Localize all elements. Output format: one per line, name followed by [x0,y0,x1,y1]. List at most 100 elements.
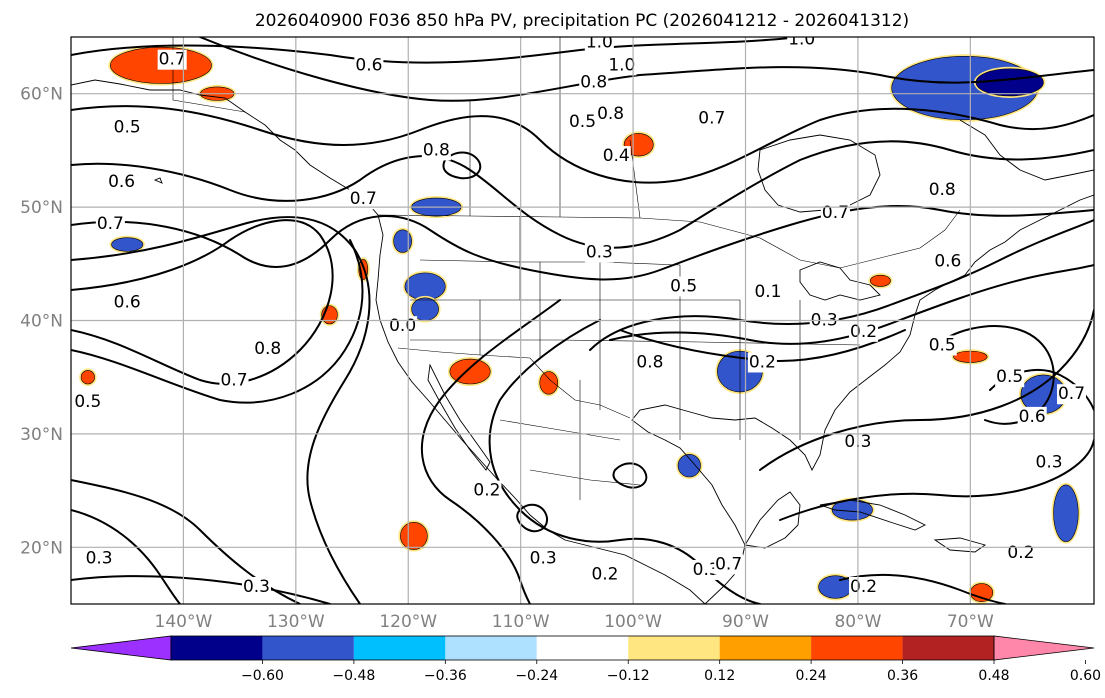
precip-blob-core [970,583,994,603]
contour-label-background [528,548,558,569]
colorbar-tick-label: −0.12 [607,668,650,684]
contour-label-background [584,242,614,263]
contour-label-background [933,251,963,272]
contour-label: 0.3 [243,577,270,597]
latitude-label: 60°N [20,85,63,105]
contour-label: 0.7 [97,214,124,234]
contour-label-background [95,214,125,235]
contour-label: 0.3 [693,560,720,580]
contour-label: 0.2 [850,577,877,597]
contour-label-background [691,559,721,580]
latitude-label: 30°N [20,425,63,445]
colorbar-tick-label: 0.12 [704,668,735,684]
contour-label-background [697,108,727,129]
colorbar-segment [902,636,994,660]
coastline-hudson-bay [757,134,881,213]
precip-blob-core [400,522,428,550]
contour-label: 1.0 [788,29,815,49]
contour-label: 0.2 [473,481,500,501]
precip-blob [319,303,340,326]
political-borders [172,37,961,500]
contour-line [71,239,364,404]
colorbar-tick-label: −0.60 [241,668,284,684]
longitude-label: 80°W [834,612,881,632]
precip-blob-core [869,274,891,287]
precip-blob [973,66,1046,98]
colorbar-segment [353,636,446,660]
contour-line [71,105,1094,184]
coastline-labrador [959,119,1094,181]
contour-label: 0.4 [603,146,630,166]
contour-label: 0.5 [569,112,596,132]
contour-line [71,205,1094,281]
border-canada-provinces [469,37,641,219]
longitude-label: 100°W [604,612,662,632]
contour-line [759,309,1094,471]
contour-label: 0.5 [929,335,956,355]
coastline-north-america-west [71,79,706,604]
colorbar-tick-label: 0.60 [1070,668,1101,684]
contour-line [442,151,482,180]
contour-label-background [219,370,249,391]
contour-label: 0.7 [822,203,849,223]
contour-label-background [753,282,783,303]
colorbar-segment [171,636,263,660]
contour-label: 0.7 [350,189,377,209]
contour-label: 0.6 [108,172,135,192]
contour-label-background [607,55,637,76]
contour-label-background [590,564,620,585]
contour-label-background [354,55,384,76]
contour-label-background [927,335,957,356]
colorbar-tick-label: 0.36 [887,668,918,684]
figure-title: 2026040900 F036 850 hPa PV, precipitatio… [255,11,909,31]
precip-blob [409,295,441,323]
contour-line [589,219,1094,351]
coastline-great-lakes [799,261,881,301]
coastline-cuba [819,499,927,531]
contour-label: 0.8 [929,180,956,200]
colorbar-segment [719,636,812,660]
colorbar-tick-label: −0.24 [515,668,558,684]
precip-blob [830,497,875,523]
contour-line [71,216,371,604]
contour-label: 0.7 [698,109,725,129]
contour-label-background [241,576,272,597]
coastlines [71,79,1094,604]
colorbar-tick-label: −0.36 [424,668,467,684]
precip-blob [391,227,414,255]
border-us-states [410,216,861,440]
contour-label: 0.6 [114,292,141,312]
contour-label-background [388,316,418,337]
longitude-label: 120°W [379,612,437,632]
contour-label-background [601,146,631,167]
contour-label-background [787,37,817,50]
contour-label-background [107,172,137,193]
contour-label: 0.8 [423,140,450,160]
contour-label: 0.3 [1036,452,1063,472]
coastline-baja [427,363,491,471]
precip-blob [968,581,995,604]
precip-blob [1051,482,1081,544]
coastline-yucatan [744,491,801,549]
precip-blob-core [80,370,95,385]
border-us-canada [377,209,961,269]
longitude-label: 70°W [947,612,994,632]
contour-label: 0.0 [389,316,416,336]
coastline-gulf-of-mexico [631,194,1094,604]
precip-blob-core [1053,484,1079,542]
map-frame [70,36,1095,605]
contour-label: 0.7 [220,371,247,391]
contour-label-background [253,338,283,359]
contour-label: 0.6 [355,55,382,75]
colorbar-segment [536,636,629,660]
contour-label-background [584,37,614,53]
contour-line [71,509,181,604]
longitude-label: 140°W [155,612,213,632]
latitude-labels: 20°N 30°N 40°N 50°N 60°N [20,85,63,559]
precip-blob [402,270,448,303]
precip-blob-core [393,229,412,253]
contour-label: 0.3 [530,549,557,569]
contour-line [839,573,1006,604]
precip-blob [398,520,430,552]
